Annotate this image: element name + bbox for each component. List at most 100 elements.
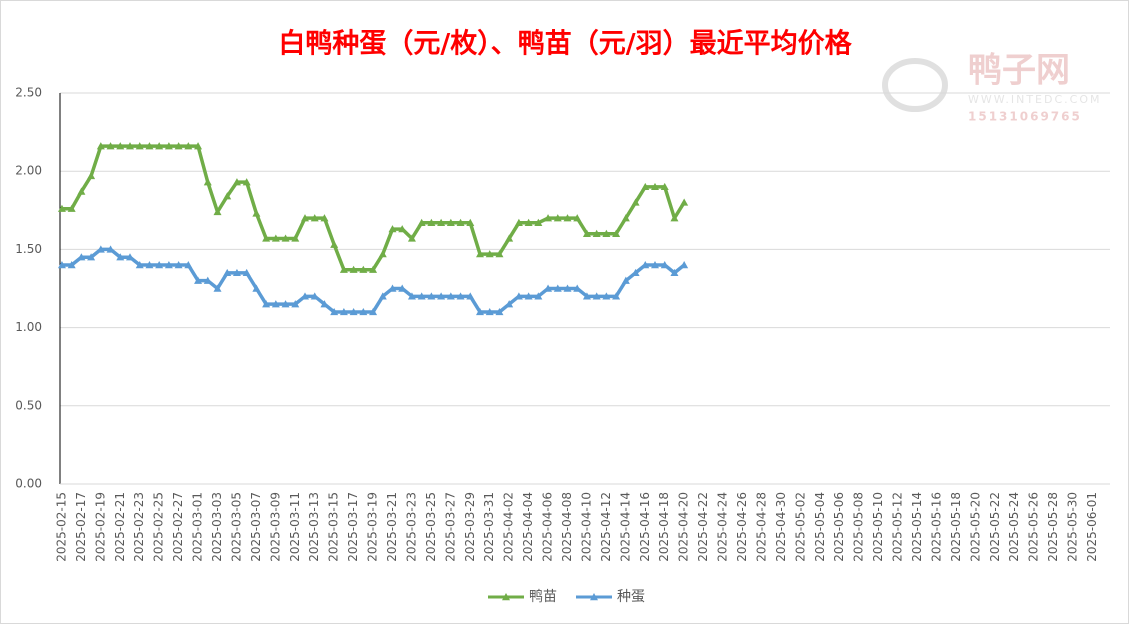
point-marker (388, 225, 397, 233)
x-tick-label: 2025-04-10 (579, 492, 593, 562)
point-marker (349, 265, 358, 273)
point-marker (582, 229, 591, 237)
x-tick-label: 2025-03-01 (191, 492, 205, 562)
legend-label: 鸭苗 (529, 589, 557, 605)
point-marker (524, 292, 533, 300)
x-tick-label: 2025-03-13 (307, 492, 321, 562)
point-marker (145, 261, 154, 269)
point-marker (485, 307, 494, 316)
point-marker (446, 218, 455, 227)
point-marker (573, 214, 582, 222)
x-tick-label: 2025-02-25 (152, 492, 166, 562)
point-marker (466, 218, 475, 227)
point-marker (427, 218, 436, 227)
x-tick-label: 2025-04-02 (502, 492, 516, 562)
x-tick-label: 2025-04-26 (735, 492, 749, 562)
point-marker (427, 292, 436, 300)
point-marker (592, 229, 601, 237)
point-marker (514, 218, 523, 227)
point-marker (155, 261, 164, 269)
x-tick-label: 2025-04-14 (618, 492, 632, 562)
point-marker (553, 214, 562, 222)
point-marker (544, 284, 553, 292)
x-tick-label: 2025-04-22 (696, 492, 710, 562)
point-marker (553, 284, 562, 292)
point-marker (310, 292, 319, 300)
legend-marker (590, 593, 598, 601)
point-marker (135, 142, 144, 150)
point-marker (184, 142, 193, 150)
point-marker (476, 307, 484, 316)
point-marker (466, 292, 475, 300)
watermark-logo (882, 58, 948, 112)
point-marker (155, 142, 164, 150)
x-tick-label: 2025-03-21 (385, 492, 399, 562)
point-marker (417, 292, 426, 300)
x-tick-label: 2025-03-31 (482, 492, 496, 562)
point-marker (563, 214, 572, 222)
x-tick-label: 2025-05-26 (1027, 492, 1041, 562)
x-tick-label: 2025-02-21 (113, 492, 127, 562)
point-marker (378, 250, 387, 258)
point-marker (262, 300, 271, 308)
point-marker (232, 178, 241, 186)
point-marker (320, 300, 329, 308)
x-tick-label: 2025-04-12 (599, 492, 613, 562)
point-marker (359, 265, 368, 273)
point-marker (281, 234, 290, 242)
point-marker (164, 142, 173, 150)
x-tick-label: 2025-03-17 (346, 492, 360, 562)
watermark-phone: 15131069765 (968, 110, 1082, 124)
point-marker (398, 284, 407, 292)
point-marker (106, 142, 115, 150)
point-marker (437, 218, 446, 227)
point-marker (330, 240, 339, 248)
point-marker (641, 261, 650, 269)
x-tick-label: 2025-05-10 (871, 492, 885, 562)
point-marker (514, 292, 523, 300)
y-tick-label: 1.00 (15, 320, 42, 334)
point-marker (573, 284, 582, 292)
point-marker (301, 292, 309, 300)
x-tick-label: 2025-02-19 (93, 492, 107, 562)
point-marker (495, 307, 504, 316)
x-tick-label: 2025-03-25 (424, 492, 438, 562)
point-marker (126, 142, 134, 150)
point-marker (339, 307, 348, 316)
point-marker (174, 261, 183, 269)
point-marker (544, 214, 553, 222)
point-marker (456, 218, 465, 227)
point-marker (116, 253, 125, 261)
x-tick-label: 2025-05-06 (832, 492, 846, 562)
point-marker (96, 142, 105, 150)
x-tick-label: 2025-02-17 (74, 492, 88, 562)
point-marker (621, 214, 630, 222)
point-marker (660, 182, 669, 191)
point-marker (369, 307, 378, 316)
y-tick-label: 2.00 (15, 164, 42, 178)
point-marker (495, 250, 504, 258)
x-tick-label: 2025-05-20 (968, 492, 982, 562)
point-marker (680, 198, 689, 206)
watermark-url: WWW.INTEDC.COM (968, 93, 1101, 106)
point-marker (203, 276, 212, 284)
x-tick-label: 2025-04-30 (774, 492, 788, 562)
x-tick-label: 2025-02-15 (54, 492, 68, 562)
point-marker (398, 225, 407, 233)
point-marker (534, 218, 543, 227)
x-tick-label: 2025-04-20 (677, 492, 691, 562)
point-marker (378, 292, 387, 300)
point-marker (184, 261, 193, 269)
point-marker (271, 234, 280, 242)
point-marker (456, 292, 465, 300)
point-marker (262, 234, 271, 242)
x-tick-label: 2025-03-15 (327, 492, 341, 562)
x-tick-label: 2025-04-24 (716, 492, 730, 562)
point-marker (602, 229, 611, 237)
x-tick-label: 2025-03-27 (443, 492, 457, 562)
point-marker (67, 261, 76, 269)
x-tick-label: 2025-04-18 (657, 492, 671, 562)
point-marker (388, 284, 397, 292)
x-tick-label: 2025-05-14 (910, 492, 924, 562)
point-marker (631, 268, 640, 277)
